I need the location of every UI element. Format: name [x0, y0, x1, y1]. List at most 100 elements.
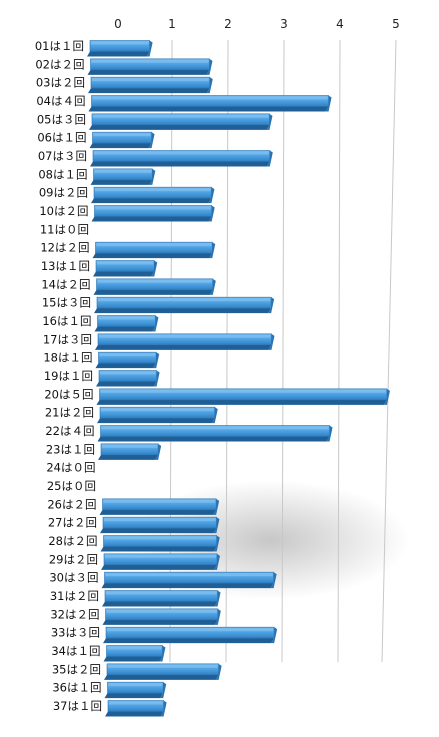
bar-02は２回 — [90, 58, 210, 71]
bar-depth — [97, 418, 215, 424]
bar-33は３回 — [105, 626, 275, 639]
bar-12は２回 — [95, 241, 213, 254]
category-label: 28は２回 — [48, 534, 97, 548]
bar-depth — [87, 51, 150, 57]
bar-depth — [87, 69, 210, 75]
bar-22は４回 — [100, 425, 330, 437]
bar-06は１回 — [92, 131, 152, 144]
bar-29は２回 — [103, 553, 218, 566]
bar-depth — [97, 436, 330, 442]
bar-13は１回 — [95, 260, 155, 272]
bar-depth — [96, 381, 157, 387]
category-label: 37は１回 — [53, 699, 102, 713]
bar-depth — [102, 619, 218, 625]
bar-34は１回 — [106, 645, 163, 657]
bar-highlight — [104, 536, 216, 540]
category-label: 11は０回 — [40, 222, 89, 236]
gridline-2 — [225, 39, 229, 663]
bar-depth — [100, 528, 217, 534]
bar-depth — [93, 289, 213, 295]
bar-depth — [101, 583, 274, 589]
bar-highlight — [108, 664, 218, 668]
bar-depth — [88, 88, 210, 94]
category-label: 32は２回 — [50, 607, 99, 621]
bar-highlight — [97, 261, 154, 265]
bar-highlight — [108, 683, 163, 687]
bar-depth — [91, 198, 212, 204]
category-label: 34は１回 — [51, 644, 100, 658]
category-label: 29は２回 — [49, 552, 98, 566]
bar-highlight — [101, 408, 214, 412]
category-label: 26は２回 — [47, 497, 96, 511]
category-labels: 01は１回 02は２回 03は２回 04は４回 05は３回 06は１回 07は３回 08は１回… — [35, 39, 102, 713]
bar-highlight — [102, 444, 158, 448]
category-label: 23は１回 — [46, 442, 95, 456]
bar-05は３回 — [91, 113, 270, 126]
bar-highlight — [95, 206, 211, 210]
bar-highlight — [91, 41, 149, 45]
category-label: 02は２回 — [35, 57, 84, 71]
category-label: 13は１回 — [41, 259, 90, 273]
x-tick-label: 3 — [280, 17, 288, 31]
bar-depth — [99, 509, 217, 515]
category-label: 36は１回 — [52, 681, 101, 695]
category-label: 20は５回 — [44, 387, 93, 401]
bar-depth — [89, 143, 152, 149]
category-label: 16は１回 — [42, 314, 91, 328]
bar-depth — [98, 454, 159, 460]
bar-depth — [95, 344, 272, 350]
bar-08は１回 — [93, 168, 153, 181]
bar-01は１回 — [89, 40, 150, 52]
bar-depth — [100, 546, 217, 552]
category-label: 27は２回 — [48, 516, 97, 530]
category-label: 14は２回 — [41, 277, 90, 291]
category-label: 10は２回 — [39, 204, 88, 218]
bar-highlight — [106, 591, 217, 595]
category-label: 07は３回 — [38, 149, 87, 163]
bar-highlight — [97, 279, 212, 283]
bar-28は２回 — [103, 535, 217, 547]
category-label: 21は２回 — [45, 406, 94, 420]
gridline-5 — [381, 39, 397, 663]
bar-27は２回 — [102, 516, 217, 529]
bar-depth — [105, 711, 164, 717]
bar-highlight — [95, 188, 211, 192]
bar-depth — [101, 564, 217, 570]
bar-highlight — [101, 426, 329, 430]
bar-highlight — [107, 646, 162, 650]
category-label: 03は２回 — [36, 76, 85, 90]
x-tick-label: 1 — [168, 17, 176, 31]
category-label: 25は０回 — [47, 479, 96, 493]
bar-depth — [103, 638, 275, 644]
bar-highlight — [100, 389, 386, 393]
bar-20は５回 — [99, 388, 388, 401]
bar-depth — [89, 124, 270, 130]
bar-highlight — [99, 353, 156, 357]
category-label: 22は４回 — [45, 424, 94, 438]
bar-depth — [104, 674, 219, 680]
category-label: 18は１回 — [43, 351, 92, 365]
bar-highlight — [99, 334, 271, 338]
bar-depth — [104, 693, 164, 699]
gridline-4 — [337, 39, 341, 663]
bar-highlight — [92, 78, 209, 82]
bar-07は３回 — [92, 150, 271, 162]
bar-14は２回 — [96, 278, 214, 291]
bar-30は３回 — [104, 571, 274, 584]
bar-depth — [92, 253, 213, 259]
bar-32は２回 — [105, 608, 219, 621]
category-label: 33は３回 — [51, 626, 100, 640]
x-tick-label: 5 — [392, 17, 400, 31]
category-label: 04は４回 — [36, 94, 85, 108]
bar-highlight — [91, 59, 209, 63]
bar-depth — [102, 601, 218, 607]
category-label: 08は１回 — [38, 167, 87, 181]
bar-depth — [90, 179, 153, 185]
bar-15は３回 — [96, 296, 272, 309]
bar-04は４回 — [91, 95, 329, 107]
bar-31は２回 — [104, 590, 218, 602]
bar-highlight — [105, 573, 273, 577]
bar-depth — [91, 216, 212, 222]
category-label: 06は１回 — [37, 131, 86, 145]
